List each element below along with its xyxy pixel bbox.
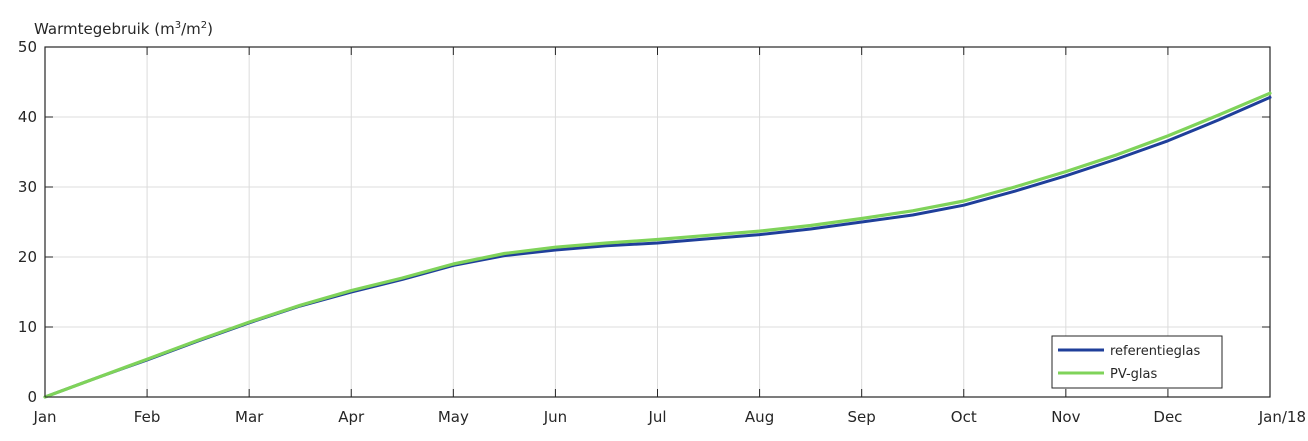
x-tick-label: Jan/18 xyxy=(1258,408,1306,426)
x-tick-label: Dec xyxy=(1153,408,1182,426)
legend-box xyxy=(1051,335,1223,389)
y-tick-label: 10 xyxy=(18,318,37,336)
y-tick-label: 40 xyxy=(18,108,37,126)
x-tick-label: Aug xyxy=(745,408,774,426)
y-tick-label: 50 xyxy=(18,38,37,56)
y-axis-unit-exp-num: 3 xyxy=(175,20,181,31)
legend-label-pv-glas: PV-glas xyxy=(1110,367,1157,382)
x-tick-label: Jun xyxy=(543,408,567,426)
y-axis-unit-separator: /m xyxy=(181,20,201,38)
legend-label-referentieglas: referentieglas xyxy=(1110,344,1200,359)
y-tick-label: 0 xyxy=(27,388,37,406)
y-axis-unit-exp-den: 2 xyxy=(201,20,207,31)
x-tick-label: Feb xyxy=(134,408,161,426)
x-tick-label: May xyxy=(438,408,469,426)
x-tick-label: Nov xyxy=(1051,408,1080,426)
series-line-pv-glas xyxy=(43,91,1272,399)
x-tick-label: Mar xyxy=(235,408,264,426)
legend: referentieglas PV-glas xyxy=(1051,335,1223,389)
x-tick-label: Apr xyxy=(338,408,365,426)
x-tick-label: Oct xyxy=(951,408,977,426)
x-tick-label: Sep xyxy=(848,408,876,426)
y-tick-label: 30 xyxy=(18,178,37,196)
x-tick-label: Jul xyxy=(647,408,666,426)
series-lines xyxy=(43,91,1272,399)
y-axis-label-name: Warmtegebruik xyxy=(34,20,150,38)
y-tick-label: 20 xyxy=(18,248,37,266)
x-axis-ticks: Jan Feb Mar Apr May Jun Jul Aug Sep Oct Nov Dec Jan/… xyxy=(32,47,1306,426)
y-axis-unit-base: m xyxy=(160,20,175,38)
y-axis-label: Warmtegebruik (m3/m2) xyxy=(34,20,213,38)
y-axis-ticks: 0 10 20 30 40 50 xyxy=(18,38,1270,406)
x-tick-label: Jan xyxy=(32,408,56,426)
